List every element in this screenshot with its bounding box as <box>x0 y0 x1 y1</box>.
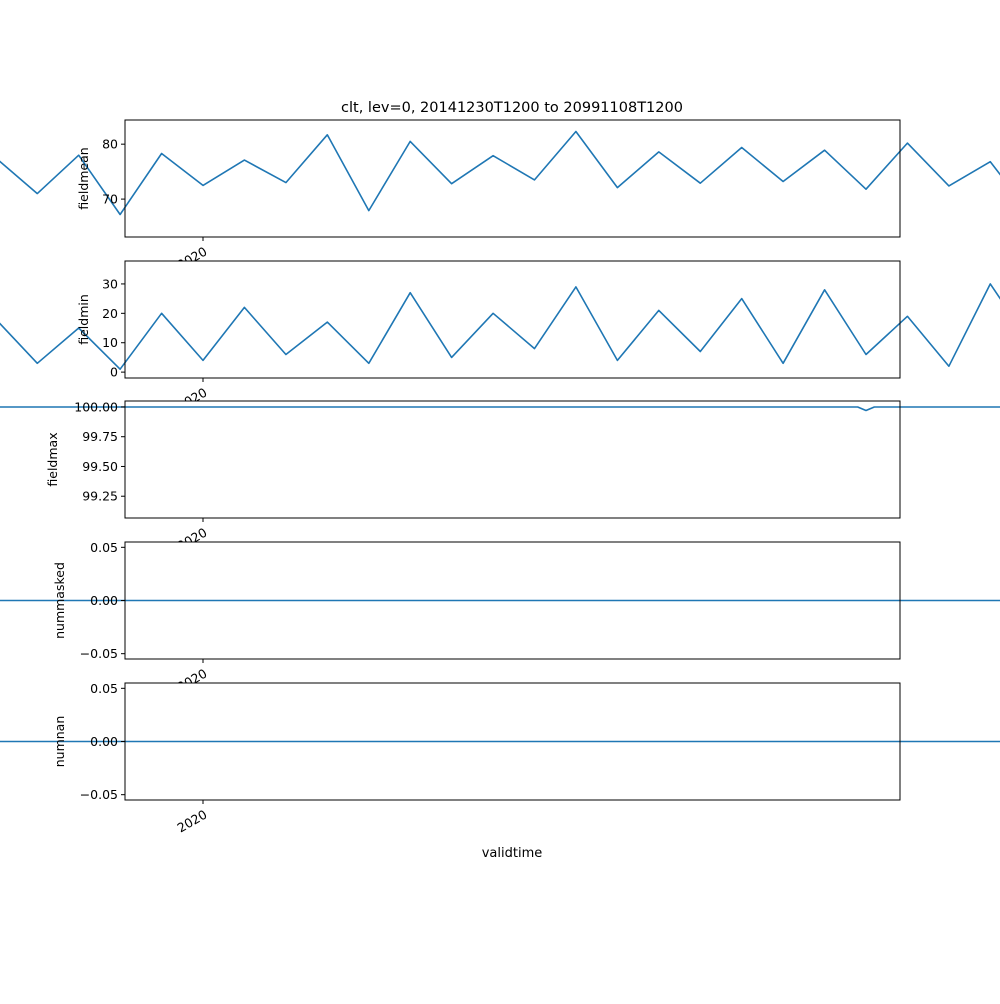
y-tick-label: 100.00 <box>74 399 118 414</box>
y-axis-label: nummasked <box>52 562 67 639</box>
y-tick-label: 20 <box>102 306 118 321</box>
series-line-fieldmin <box>0 283 1000 370</box>
y-tick-label: −0.05 <box>80 646 118 661</box>
y-tick-label: 80 <box>102 137 118 152</box>
y-tick-label: 0 <box>110 365 118 380</box>
axes-frame <box>124 260 901 379</box>
y-tick-label: 70 <box>102 192 118 207</box>
y-tick-label: −0.05 <box>80 787 118 802</box>
subplot-numnan: −0.050.000.05numnan202020302040205020602… <box>0 681 1000 836</box>
subplot-fieldmean: 7080fieldmean202020302040205020602070208… <box>0 119 1000 273</box>
y-tick-label: 0.05 <box>90 540 118 555</box>
axes-frame <box>124 119 901 238</box>
y-tick-label: 0.00 <box>90 593 118 608</box>
plot-area <box>125 401 900 518</box>
x-axis-label: validtime <box>482 846 543 861</box>
series-line-fieldmean <box>0 130 1000 216</box>
y-tick-label: 99.25 <box>82 489 118 504</box>
subplot-fieldmin: 0102030fieldmin2020203020402050206020702… <box>0 260 1000 414</box>
y-axis-label: numnan <box>52 716 67 768</box>
plot-area <box>125 120 900 237</box>
y-axis-label: fieldmean <box>76 147 91 209</box>
y-axis-label: fieldmax <box>45 432 60 486</box>
y-tick-label: 10 <box>102 335 118 350</box>
plot-area <box>125 261 900 378</box>
chart-title: clt, lev=0, 20141230T1200 to 20991108T12… <box>341 100 683 116</box>
y-tick-label: 0.05 <box>90 681 118 696</box>
y-tick-label: 0.00 <box>90 734 118 749</box>
y-tick-label: 99.75 <box>82 429 118 444</box>
y-axis-label: fieldmin <box>76 294 91 345</box>
subplot-fieldmax: 99.2599.5099.75100.00fieldmax20202030204… <box>0 399 1000 554</box>
y-tick-label: 30 <box>102 276 118 291</box>
y-tick-label: 99.50 <box>82 459 118 474</box>
axes-frame <box>124 400 901 519</box>
